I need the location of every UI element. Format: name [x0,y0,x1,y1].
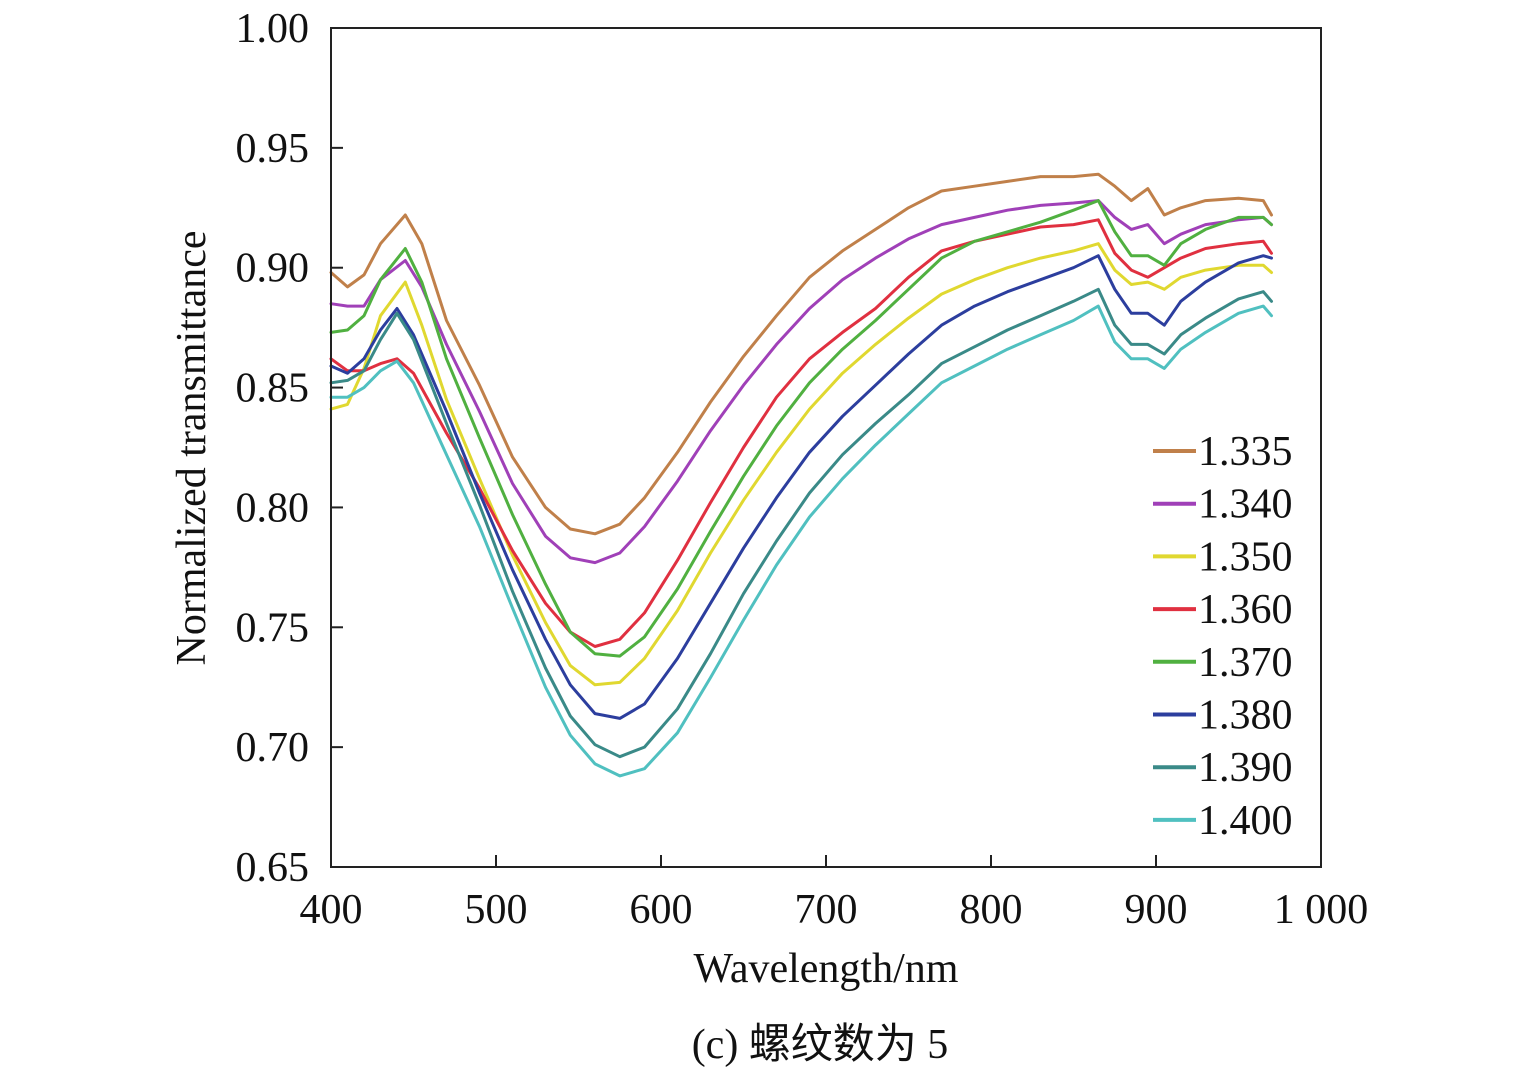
legend-label: 1.360 [1198,587,1293,633]
legend-label: 1.335 [1198,429,1293,475]
series-line-1.360 [329,218,1273,648]
y-tick-label: 0.75 [236,605,310,651]
legend-label: 1.400 [1198,798,1293,844]
x-tick-label: 600 [630,887,693,933]
plot-lines [329,172,1273,778]
series-line-1.390 [329,287,1273,759]
x-tick-label: 800 [960,887,1023,933]
x-tick-label: 700 [795,887,858,933]
legend-label: 1.340 [1198,482,1293,528]
y-tick-label: 0.80 [236,485,310,531]
series-line-1.350 [329,242,1273,687]
x-tick-label: 1 000 [1274,887,1369,933]
x-tick-label: 500 [465,887,528,933]
legend: 1.335 1.340 1.350 1.360 1.370 1.380 1.390 1.400 [1153,429,1293,844]
series-line-1.380 [329,254,1273,720]
y-tick-label: 0.90 [236,246,310,292]
x-tick-label: 400 [300,887,363,933]
legend-label: 1.380 [1198,693,1293,739]
y-axis-ticks: 0.65 0.70 0.75 0.80 0.85 0.90 0.95 1.00 [236,6,343,891]
series-line-1.340 [329,199,1273,565]
x-tick-label: 900 [1125,887,1188,933]
y-axis-title: Normalized transmittance [169,231,215,666]
y-tick-label: 0.85 [236,366,310,412]
legend-label: 1.350 [1198,534,1293,580]
plot-frame [330,27,1322,868]
y-tick-label: 0.70 [236,725,310,771]
series-line-1.335 [329,172,1273,536]
series-line-1.400 [329,304,1273,778]
series-line-1.370 [329,199,1273,658]
x-axis-ticks: 400 500 600 700 800 900 1 000 [300,855,1369,933]
legend-label: 1.390 [1198,745,1293,791]
y-tick-label: 1.00 [236,6,310,52]
legend-label: 1.370 [1198,640,1293,686]
figure-caption: (c) 螺纹数为 5 [692,1022,949,1068]
x-axis-title: Wavelength/nm [694,946,959,992]
y-tick-label: 0.95 [236,126,310,172]
y-tick-label: 0.65 [236,845,310,891]
